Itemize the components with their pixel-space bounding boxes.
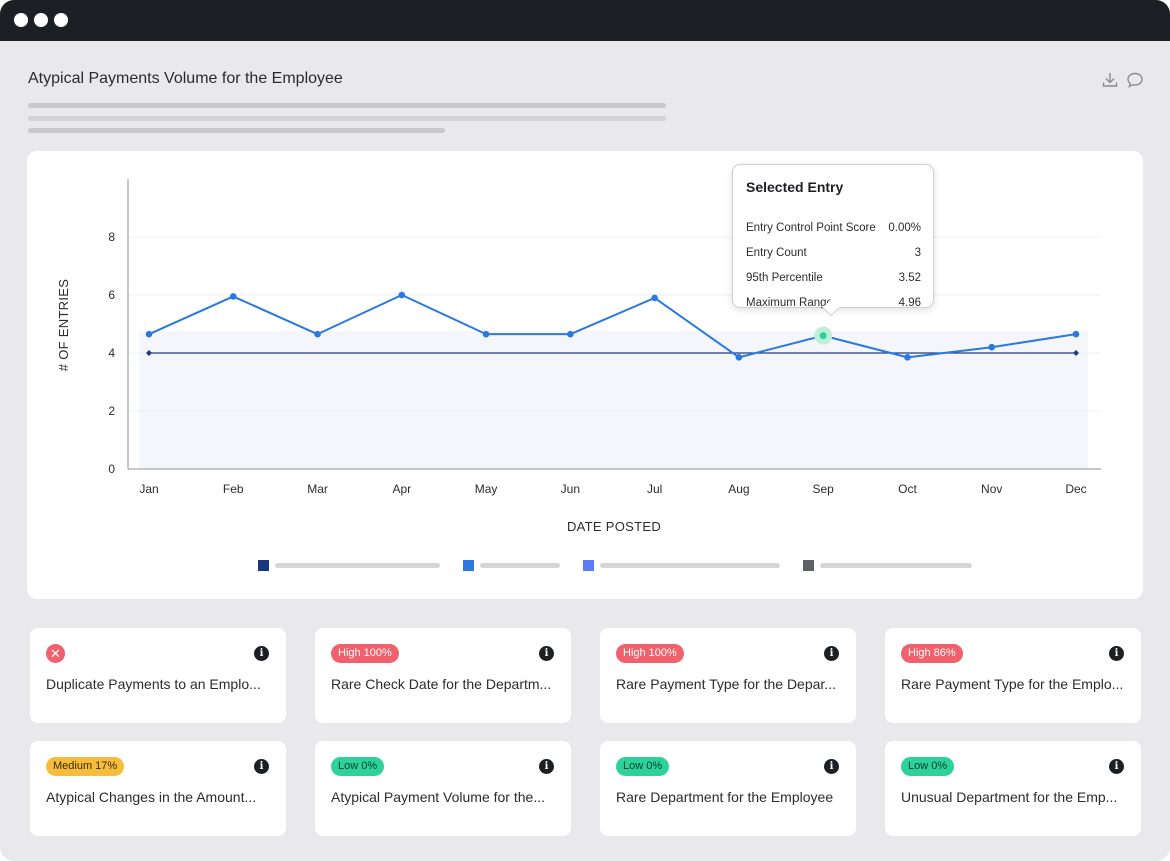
y-axis-label: # OF ENTRIES [56, 279, 71, 371]
risk-badge: High 86% [901, 644, 963, 663]
legend-swatch[interactable] [258, 560, 269, 571]
y-tick-label: 2 [108, 404, 115, 418]
risk-card-title: Atypical Payment Volume for the... [331, 789, 545, 805]
legend-swatch[interactable] [803, 560, 814, 571]
page-title: Atypical Payments Volume for the Employe… [28, 70, 343, 87]
legend-swatch[interactable] [583, 560, 594, 571]
tooltip-row-label: Maximum Range [746, 297, 833, 309]
risk-card-title: Duplicate Payments to an Emplo... [46, 676, 261, 692]
placeholder-line [28, 128, 445, 133]
legend-label-placeholder [480, 563, 560, 568]
x-tick-label: Apr [392, 482, 411, 496]
selected-data-point[interactable] [819, 332, 827, 340]
x-tick-label: Jun [561, 482, 580, 496]
data-point[interactable] [735, 354, 743, 361]
data-point[interactable] [229, 293, 237, 300]
data-point[interactable] [904, 354, 911, 361]
close-icon[interactable]: ✕ [46, 644, 65, 663]
x-tick-label: Feb [223, 482, 244, 496]
data-point[interactable] [482, 330, 490, 338]
info-icon[interactable]: i [539, 759, 554, 774]
selected-entry-tooltip: Selected Entry Entry Control Point Score… [732, 164, 934, 317]
data-point[interactable] [988, 343, 996, 351]
threshold-marker [1073, 350, 1079, 356]
placeholder-line [28, 103, 666, 108]
risk-card[interactable]: Low 0% i Atypical Payment Volume for the… [315, 741, 571, 836]
x-axis-label: DATE POSTED [567, 519, 661, 534]
threshold-marker [146, 350, 152, 356]
data-point[interactable] [145, 330, 153, 338]
placeholder-line [28, 116, 666, 121]
risk-badge: Low 0% [901, 757, 955, 776]
risk-card[interactable]: ✕ i Duplicate Payments to an Emplo... [30, 628, 286, 723]
risk-card[interactable]: High 100% i Rare Payment Type for the De… [600, 628, 856, 723]
risk-badge: Low 0% [616, 757, 670, 776]
risk-badge: Medium 17% [46, 757, 125, 776]
info-icon[interactable]: i [254, 646, 269, 661]
tooltip-row-value: 0.00% [888, 222, 921, 234]
tooltip-title: Selected Entry [746, 179, 844, 195]
legend-label-placeholder [275, 563, 440, 568]
risk-card[interactable]: High 100% i Rare Check Date for the Depa… [315, 628, 571, 723]
tooltip-row-value: 3.52 [898, 272, 921, 284]
risk-card[interactable]: Low 0% i Rare Department for the Employe… [600, 741, 856, 836]
risk-card[interactable]: High 86% i Rare Payment Type for the Emp… [885, 628, 1141, 723]
title-bar [0, 0, 1170, 41]
data-point[interactable] [651, 294, 658, 302]
chart-card: 0 2 4 6 8 Jan Feb Mar Apr May Jun Jul Aug Sep Oct Nov D… [27, 151, 1143, 599]
window-control-dot[interactable] [54, 13, 68, 27]
tooltip-row-label: Entry Control Point Score [746, 222, 876, 234]
info-icon[interactable]: i [824, 646, 839, 661]
x-tick-label: Jan [139, 482, 158, 496]
series-line [148, 294, 1077, 359]
info-icon[interactable]: i [539, 646, 554, 661]
x-tick-label: Dec [1065, 482, 1086, 496]
y-tick-label: 6 [108, 288, 115, 302]
risk-badge: Low 0% [331, 757, 385, 776]
risk-card-title: Rare Department for the Employee [616, 789, 834, 805]
risk-card[interactable]: Low 0% i Unusual Department for the Emp.… [885, 741, 1141, 836]
legend-swatch[interactable] [463, 560, 474, 571]
x-tick-label: Mar [307, 482, 328, 496]
risk-card[interactable]: Medium 17% i Atypical Changes in the Amo… [30, 741, 286, 836]
data-point[interactable] [398, 291, 406, 299]
x-tick-label: Jul [647, 482, 662, 496]
risk-card-title: Rare Payment Type for the Depar... [616, 676, 836, 692]
window-control-dot[interactable] [34, 13, 48, 27]
y-tick-label: 8 [108, 230, 115, 244]
info-icon[interactable]: i [1109, 646, 1124, 661]
info-icon[interactable]: i [824, 759, 839, 774]
tooltip-row-value: 3 [914, 247, 921, 259]
data-point[interactable] [314, 330, 321, 338]
legend-label-placeholder [600, 563, 780, 568]
line-chart: 0 2 4 6 8 Jan Feb Mar Apr May Jun Jul Aug Sep Oct Nov D… [56, 179, 1101, 534]
comment-icon[interactable] [1126, 71, 1144, 89]
window-control-dot[interactable] [14, 13, 28, 27]
risk-card-title: Rare Payment Type for the Emplo... [901, 676, 1124, 692]
x-tick-label: Sep [813, 482, 835, 496]
x-tick-label: May [475, 482, 498, 496]
y-tick-label: 0 [108, 462, 115, 476]
x-tick-label: Oct [898, 482, 917, 496]
info-icon[interactable]: i [254, 759, 269, 774]
legend-label-placeholder [820, 563, 972, 568]
y-tick-label: 4 [108, 346, 115, 360]
risk-badge: High 100% [616, 644, 684, 663]
risk-card-title: Unusual Department for the Emp... [901, 789, 1118, 805]
data-point[interactable] [567, 330, 574, 338]
risk-card-title: Rare Check Date for the Departm... [331, 676, 552, 692]
tooltip-row-label: Entry Count [746, 247, 807, 259]
tooltip-row-value: 4.96 [898, 297, 921, 309]
info-icon[interactable]: i [1109, 759, 1124, 774]
x-tick-label: Nov [981, 482, 1002, 496]
risk-badge: High 100% [331, 644, 399, 663]
download-icon[interactable] [1101, 71, 1119, 89]
risk-card-title: Atypical Changes in the Amount... [46, 789, 257, 805]
data-point[interactable] [1072, 330, 1080, 338]
x-tick-label: Aug [728, 482, 749, 496]
tooltip-row-label: 95th Percentile [746, 272, 823, 284]
